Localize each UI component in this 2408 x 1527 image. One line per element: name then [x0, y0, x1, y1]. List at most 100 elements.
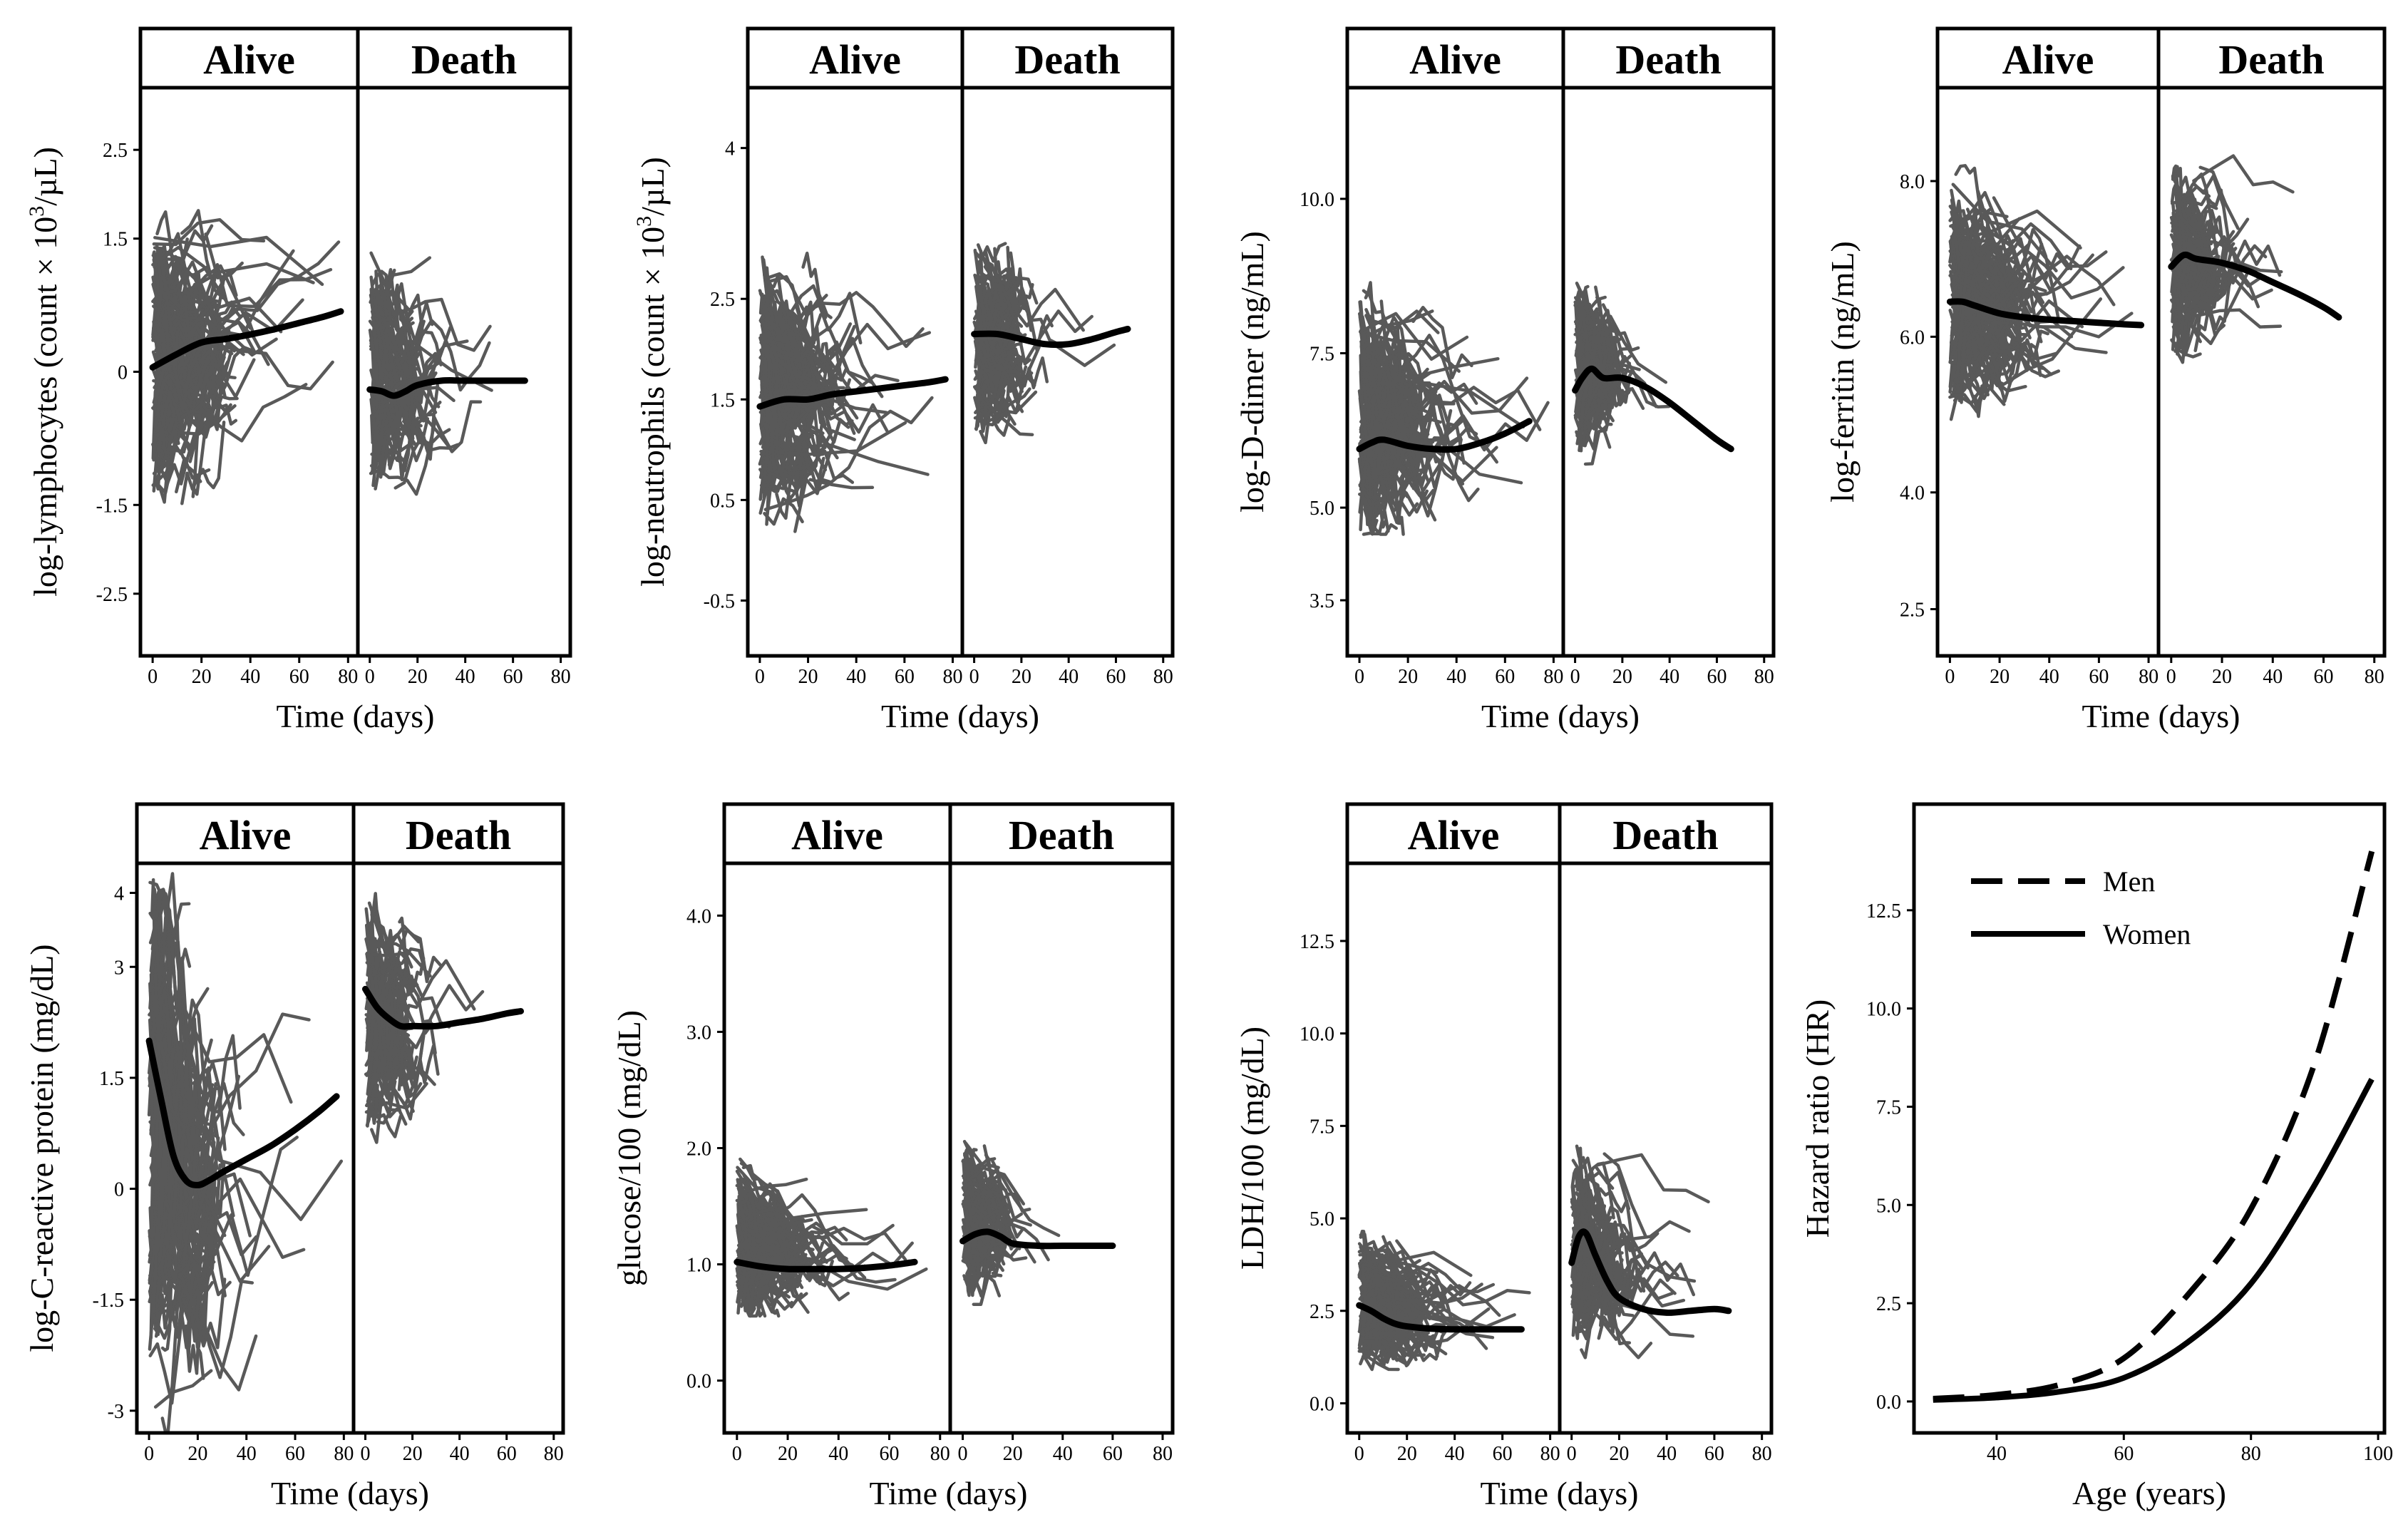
trajectories: [150, 209, 341, 505]
y-tick-label: -1.5: [96, 495, 128, 517]
facet-alive: Alive 0 20 40 60 80: [135, 802, 356, 1465]
trajectories: [1357, 1230, 1531, 1372]
x-tick-label: 0: [969, 666, 979, 688]
trajectory-line: [1390, 1303, 1451, 1362]
trajectory-line: [763, 396, 934, 511]
y-tick-label: 10.0: [1300, 1024, 1334, 1046]
x-tick-label: 60: [1707, 666, 1727, 688]
x-tick-label: 20: [192, 666, 212, 688]
mean-trajectory: [971, 326, 1131, 349]
trajectory-line: [1948, 205, 1987, 274]
trajectories: [972, 242, 1116, 445]
trajectory-line: [372, 256, 432, 292]
x-tick-label: 80: [942, 666, 962, 688]
mean-trajectory: [1356, 1302, 1525, 1333]
x-tick-label: 60: [880, 1443, 900, 1465]
y-axis-title: log-C-reactive protein (mg/dL): [24, 944, 60, 1352]
x-axis-title: Time (days): [1481, 698, 1640, 734]
trajectory-line: [369, 1020, 403, 1085]
y-tick-label: 10.0: [1300, 189, 1334, 211]
trajectory-line: [747, 1218, 813, 1240]
y-axis-title: log-lymphocytes (count × 103/µL): [25, 147, 63, 597]
x-tick-label: 80: [544, 1443, 564, 1465]
trajectory-line: [377, 975, 392, 1054]
trajectory-line: [735, 1193, 762, 1244]
trajectory-line: [1950, 371, 1992, 413]
x-tick-label: 20: [778, 1443, 798, 1465]
x-tick-label: 0: [2166, 666, 2176, 688]
x-tick-label: 60: [2314, 666, 2334, 688]
trajectories: [368, 251, 493, 496]
y-axis-title: log-neutrophils (count × 103/µL): [632, 157, 671, 587]
y-tick-label: 1.0: [686, 1255, 711, 1277]
trajectory-line: [1595, 1153, 1710, 1203]
trajectory-line: [1594, 376, 1615, 421]
y-tick-label: 4: [725, 138, 735, 160]
trajectory-line: [401, 319, 491, 392]
trajectory-line: [177, 1080, 344, 1221]
x-tick-label: 60: [289, 666, 309, 688]
facet-death: Death 0 20 40 60 80: [351, 802, 565, 1465]
trajectory-line: [1602, 1152, 1647, 1238]
trajectory-line: [758, 434, 803, 515]
trajectory-line: [367, 922, 408, 1001]
strip-header: [1558, 802, 1774, 865]
facet-alive: Alive 0 20 40 60 80: [1935, 26, 2161, 688]
y-tick-label: 2.5: [1900, 599, 1925, 621]
x-tick-label: 80: [1754, 666, 1774, 688]
trajectory-line: [2192, 154, 2295, 194]
y-tick-label: 4: [114, 883, 124, 905]
trajectory-line: [804, 291, 925, 349]
panel-c-reactive-protein: Alive 0 20 40 60 80 Death 0 20 40 60 80 4 3 1.5 0 -1.5 -3…: [24, 802, 565, 1511]
trajectory-line: [1572, 1303, 1601, 1341]
facet-frame: [948, 861, 1175, 1435]
y-tick-label: -2.5: [96, 584, 128, 606]
trajectories: [1948, 164, 2134, 421]
trajectory-line: [2195, 188, 2238, 257]
facet-frame: [722, 861, 952, 1435]
facet-death: Death 0 20 40 60 80: [356, 26, 572, 688]
trajectory-line: [1575, 289, 1590, 352]
y-axis-title-part: log-neutrophils (count × 10: [634, 227, 671, 587]
trajectory-line: [1948, 296, 1980, 403]
y-tick-label: 12.5: [1300, 931, 1334, 953]
trajectory-line: [771, 423, 817, 478]
trajectory-line: [741, 1210, 897, 1284]
panel-hazard-ratio: 40 60 80 100 12.5 10.0 7.5 5.0 2.5 0.0 Men Women Age…: [1799, 802, 2393, 1511]
trajectory-line: [1361, 1267, 1381, 1308]
x-tick-label: 20: [2212, 666, 2232, 688]
x-tick-label: 40: [1660, 666, 1679, 688]
facet-frame: [351, 861, 565, 1435]
mean-trajectory: [1568, 1228, 1732, 1316]
trajectory-line: [1992, 258, 2009, 368]
y-tick-label: 3: [114, 957, 124, 979]
y-axis-title-part: /µL): [27, 147, 63, 206]
strip-header: [960, 26, 1175, 90]
trajectory-line: [369, 287, 401, 381]
trajectory-line: [1580, 314, 1616, 361]
legend-label-women: Women: [2103, 918, 2191, 950]
y-tick-label: 3.5: [1310, 590, 1334, 612]
facet-death: Death 0 20 40 60 80: [2156, 26, 2387, 688]
y-axis-title: log-D-dimer (ng/mL): [1234, 231, 1270, 513]
trajectory-line: [158, 1099, 214, 1273]
x-tick-label: 0: [732, 1443, 742, 1465]
strip-label: Death: [2218, 36, 2324, 83]
mean-trajectory: [734, 1258, 918, 1272]
trajectory-line: [964, 1198, 985, 1232]
y-axis-title: log-ferritin (ng/mL): [1824, 241, 1861, 503]
x-tick-label: 0: [1570, 666, 1580, 688]
trajectory-line: [1381, 1275, 1396, 1304]
mean-trajectory: [362, 985, 524, 1030]
y-axis-title: Hazard ratio (HR): [1799, 999, 1836, 1238]
trajectory-line: [2171, 175, 2198, 227]
mean-trajectory: [2168, 251, 2342, 321]
trajectory-line: [386, 335, 428, 391]
strip-label: Alive: [791, 812, 883, 858]
trajectory-line: [397, 1034, 426, 1091]
y-tick-label: -1.5: [93, 1290, 124, 1312]
x-tick-label: 0: [958, 1443, 968, 1465]
trajectory-line: [975, 321, 998, 368]
trajectory-line: [761, 319, 820, 363]
trajectory-line: [2170, 262, 2208, 292]
